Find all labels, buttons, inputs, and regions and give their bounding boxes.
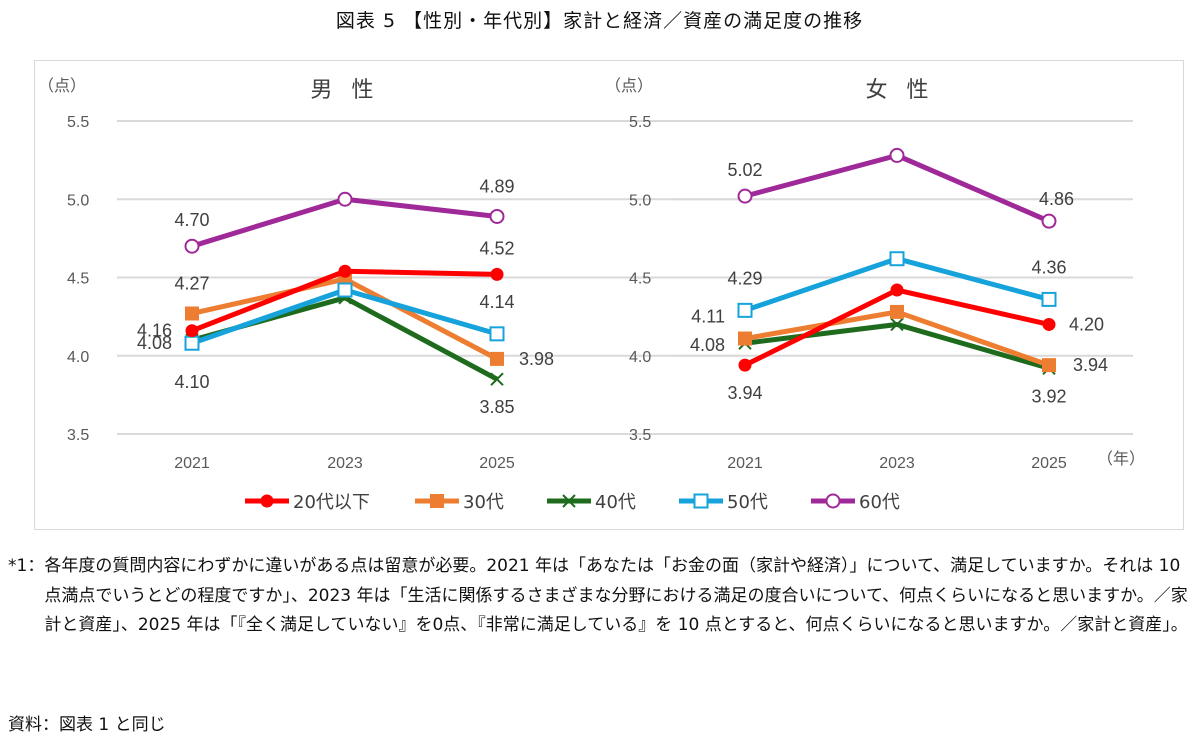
- data-point-30代: [738, 331, 752, 346]
- data-point-60代: [489, 208, 505, 224]
- data-point-30代: [890, 304, 904, 319]
- y-axis-unit-label: （点）: [38, 76, 86, 95]
- data-point-40代: [490, 372, 504, 386]
- x-tick-label: 2025: [1031, 455, 1067, 472]
- legend-label: 50代: [727, 492, 768, 513]
- x-tick-label: 2023: [327, 455, 363, 472]
- data-point-30代: [185, 306, 199, 321]
- data-label: 4.20: [1069, 314, 1104, 334]
- y-tick-label: 3.5: [67, 427, 89, 444]
- y-tick-label: 4.0: [629, 349, 651, 366]
- data-label: 4.29: [727, 268, 762, 288]
- y-tick-label: 4.5: [67, 271, 89, 288]
- data-point-20代以下: [185, 324, 199, 338]
- data-label: 4.89: [479, 176, 514, 196]
- legend-marker-60代: [825, 493, 841, 509]
- data-point-60代: [184, 238, 200, 254]
- footnote: *1： 各年度の質問内容にわずかに違いがある点は留意が必要。2021 年は「あな…: [8, 552, 1193, 641]
- data-point-50代: [184, 335, 200, 351]
- data-point-60代: [737, 188, 753, 204]
- charts-svg: （点） 男 性 5.5 5.0 4.5 4.0 3.5 2021 2023 2025 4.16 4.5…: [38, 76, 1145, 513]
- data-point-20代以下: [890, 283, 904, 297]
- legend-marker-20代以下: [260, 494, 274, 508]
- legend-marker-40代: [562, 494, 576, 508]
- x-tick-label: 2025: [479, 455, 515, 472]
- data-point-50代: [1041, 291, 1057, 307]
- data-label: 3.94: [1073, 355, 1108, 375]
- data-point-20代以下: [490, 267, 504, 281]
- data-label: 4.08: [137, 333, 172, 353]
- figure-title: 図表 5 【性別・年代別】家計と経済／資産の満足度の推移: [335, 10, 864, 32]
- series-line-40代: [191, 295, 499, 382]
- data-point-20代以下: [738, 358, 752, 372]
- chart-frame: （点） 男 性 5.5 5.0 4.5 4.0 3.5 2021 2023 2025 4.16 4.5…: [34, 60, 1184, 530]
- data-point-60代: [889, 147, 905, 163]
- data-point-20代以下: [1042, 317, 1056, 331]
- data-label: 4.14: [479, 292, 514, 312]
- x-tick-label: 2021: [174, 455, 210, 472]
- data-point-20代以下: [338, 264, 352, 278]
- data-point-30代: [490, 351, 504, 366]
- data-point-30代: [1042, 358, 1056, 373]
- data-point-50代: [737, 302, 753, 318]
- series-line-60代: [744, 152, 1050, 224]
- data-label: 4.27: [174, 273, 209, 293]
- data-point-50代: [889, 251, 905, 267]
- data-label: 4.36: [1031, 257, 1066, 277]
- panel-title: 女 性: [866, 78, 935, 103]
- x-tick-label: 2021: [727, 455, 763, 472]
- legend-marker-50代: [693, 493, 709, 509]
- y-axis-unit-label: （点）: [605, 76, 653, 95]
- x-tick-label: 2023: [879, 455, 915, 472]
- data-point-60代: [1041, 213, 1057, 229]
- y-tick-label: 4.5: [629, 271, 651, 288]
- footnote-text: 各年度の質問内容にわずかに違いがある点は留意が必要。2021 年は「あなたは「お…: [44, 556, 1188, 635]
- data-point-40代: [890, 317, 904, 332]
- y-tick-label: 5.5: [67, 114, 89, 131]
- data-point-50代: [489, 326, 505, 342]
- legend-marker-30代: [430, 494, 444, 508]
- y-tick-label: 5.5: [629, 114, 651, 131]
- legend-label: 30代: [463, 492, 504, 513]
- y-tick-label: 5.0: [67, 192, 89, 209]
- data-point-60代: [337, 191, 353, 207]
- data-label: 4.16: [137, 321, 172, 341]
- legend-label: 20代以下: [293, 492, 370, 513]
- data-label: 3.92: [1031, 386, 1066, 406]
- data-label: 4.70: [174, 210, 209, 230]
- source-note: 資料：図表 1 と同じ: [8, 715, 166, 735]
- data-label: 3.98: [519, 349, 554, 369]
- panel-title: 男 性: [311, 78, 380, 103]
- data-label: 5.02: [727, 160, 762, 180]
- footnote-mark: *1：: [8, 556, 45, 576]
- y-tick-label: 5.0: [629, 192, 651, 209]
- legend-label: 60代: [859, 492, 900, 513]
- x-axis-unit-label: （年）: [1097, 449, 1145, 468]
- data-label: 4.08: [690, 335, 725, 355]
- data-label: 4.86: [1039, 189, 1074, 209]
- y-tick-label: 3.5: [629, 427, 651, 444]
- legend-label: 40代: [595, 492, 636, 513]
- data-point-50代: [337, 282, 353, 298]
- data-label: 3.85: [479, 397, 514, 417]
- data-label: 4.11: [691, 307, 725, 327]
- data-label: 4.10: [174, 372, 209, 392]
- data-label: 4.52: [479, 238, 514, 258]
- data-label: 3.94: [727, 383, 762, 403]
- y-tick-label: 4.0: [67, 349, 89, 366]
